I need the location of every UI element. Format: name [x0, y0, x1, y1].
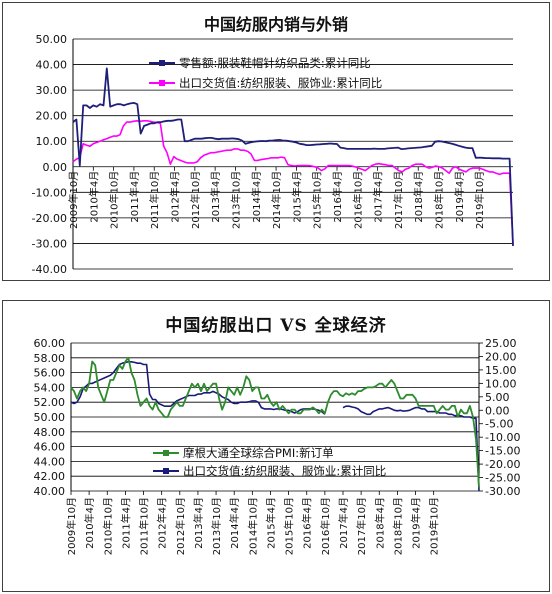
line-chart-domestic-export: 50.00 40.00 30.00 20.00 10.00 0.00 -10.00 -20.0…	[32, 33, 514, 276]
series-line-pmi	[70, 356, 480, 488]
x-tick-label: 2017年10月	[392, 171, 405, 229]
y-left-tick-label: 48.00	[34, 426, 66, 439]
y-left-tick-label: 44.00	[34, 455, 66, 468]
series-line-export	[72, 120, 514, 244]
y-left-tick-label: 52.00	[34, 396, 66, 409]
x-tick-label: 2009年10月	[65, 497, 78, 555]
y-tick-label: -20.00	[32, 212, 67, 225]
chart-panel-domestic-export: 中国纺服内销与外销 50.00 40.00 30.00 20.00 10.00 0.00 -…	[2, 2, 550, 281]
x-tick-label: 2015年4月	[264, 497, 277, 549]
y-tick-label: -30.00	[32, 237, 67, 250]
x-tick-label: 2015年10月	[311, 171, 324, 229]
x-tick-label: 2018年10月	[391, 497, 404, 555]
y-right-tick-label: -10.00	[485, 431, 520, 444]
x-tick-label: 2018年4月	[373, 497, 386, 549]
y-tick-label: 0.00	[43, 161, 68, 174]
x-tick-label: 2019年4月	[453, 171, 466, 223]
y-left-tick-label: 60.00	[34, 337, 66, 350]
x-tick-label: 2017年4月	[372, 171, 385, 223]
x-tick-label: 2013年4月	[209, 171, 222, 223]
legend-export-marker	[163, 468, 169, 474]
x-tick-label: 2016年10月	[351, 171, 364, 229]
y-right-tick-label: -15.00	[485, 445, 520, 458]
x-tick-label: 2010年4月	[83, 497, 96, 549]
x-tick-label: 2011年10月	[148, 171, 161, 229]
y-tick-label: 40.00	[36, 59, 68, 72]
x-tick-label: 2017年10月	[355, 497, 368, 555]
x-tick-label: 2011年4月	[128, 171, 141, 223]
x-tick-label: 2016年4月	[331, 171, 344, 223]
x-tick-label: 2012年10月	[189, 171, 202, 229]
y-left-tick-label: 40.00	[34, 485, 66, 498]
x-tick-label: 2013年10月	[229, 171, 242, 229]
x-tick-label: 2018年4月	[412, 171, 425, 223]
x-tick-label: 2009年10月	[67, 171, 80, 229]
y-right-tick-label: -25.00	[485, 472, 520, 485]
x-tick-label: 2013年4月	[192, 497, 205, 549]
y-right-tick-label: 0.00	[485, 404, 510, 417]
y-tick-label: 50.00	[36, 33, 68, 46]
legend-pmi-label: 摩根大通全球综合PMI:新订单	[183, 446, 334, 460]
x-tick-label: 2011年10月	[138, 497, 151, 555]
y-right-tick-label: 25.00	[485, 337, 517, 350]
y-left-tick-label: 56.00	[34, 367, 66, 380]
y-tick-label: -10.00	[32, 186, 67, 199]
legend-export-label: 出口交货值:纺织服装、服饰业:累计同比	[179, 76, 382, 90]
x-tick-label: 2018年10月	[433, 171, 446, 229]
x-tick-label: 2016年10月	[319, 497, 332, 555]
x-tick-label: 2019年10月	[428, 497, 441, 555]
y-right-tick-label: 15.00	[485, 364, 517, 377]
x-tick-label: 2013年10月	[210, 497, 223, 555]
series-line-export-2	[342, 405, 480, 492]
x-tick-label: 2014年10月	[246, 497, 259, 555]
legend-export-label: 出口交货值:纺织服装、服饰业:累计同比	[183, 464, 386, 478]
y-tick-label: -40.00	[32, 263, 67, 276]
x-tick-label: 2015年4月	[290, 171, 303, 223]
legend-retail-marker	[159, 60, 165, 66]
y-left-tick-label: 58.00	[34, 352, 66, 365]
y-right-tick-label: 10.00	[485, 377, 517, 390]
y-right-tick-label: -30.00	[485, 485, 520, 498]
y-left-tick-label: 46.00	[34, 441, 66, 454]
x-tick-label: 2012年4月	[169, 171, 182, 223]
x-tick-label: 2019年4月	[410, 497, 423, 549]
legend-export-marker	[159, 80, 165, 86]
chart-title: 中国纺服出口 VS 全球经济	[165, 316, 387, 336]
x-tick-label: 2014年4月	[228, 497, 241, 549]
x-tick-label: 2017年4月	[337, 497, 350, 549]
x-tick-label: 2010年4月	[87, 171, 100, 223]
chart-title: 中国纺服内销与外销	[203, 15, 348, 34]
legend-retail-label: 零售额:服装鞋帽针纺织品类:累计同比	[179, 56, 371, 70]
x-tick-label: 2014年4月	[250, 171, 263, 223]
y-left-tick-label: 42.00	[34, 470, 66, 483]
y-tick-label: 30.00	[36, 84, 68, 97]
y-tick-label: 10.00	[36, 135, 68, 148]
legend-pmi-marker	[163, 450, 169, 456]
chart-panel-export-vs-global: 中国纺服出口 VS 全球经济 60.00 58.00 56.00 54.00 52.00…	[2, 300, 550, 592]
y-right-tick-label: -5.00	[485, 418, 513, 431]
series-line-retail	[72, 67, 514, 247]
y-right-tick-label: -20.00	[485, 458, 520, 471]
series-line-export-1	[70, 360, 326, 415]
x-tick-label: 2012年10月	[174, 497, 187, 555]
y-left-tick-label: 54.00	[34, 381, 66, 394]
x-tick-label: 2010年10月	[108, 171, 121, 229]
y-right-tick-label: 5.00	[485, 391, 510, 404]
x-tick-label: 2016年4月	[301, 497, 314, 549]
x-tick-label: 2010年10月	[101, 497, 114, 555]
x-tick-label: 2015年10月	[283, 497, 296, 555]
y-right-tick-label: 20.00	[485, 350, 517, 363]
y-tick-label: 20.00	[36, 110, 68, 123]
x-tick-label: 2012年4月	[156, 497, 169, 549]
x-tick-label: 2019年10月	[473, 171, 486, 229]
x-tick-label: 2014年10月	[270, 171, 283, 229]
x-tick-label: 2011年4月	[119, 497, 132, 549]
y-left-tick-label: 50.00	[34, 411, 66, 424]
